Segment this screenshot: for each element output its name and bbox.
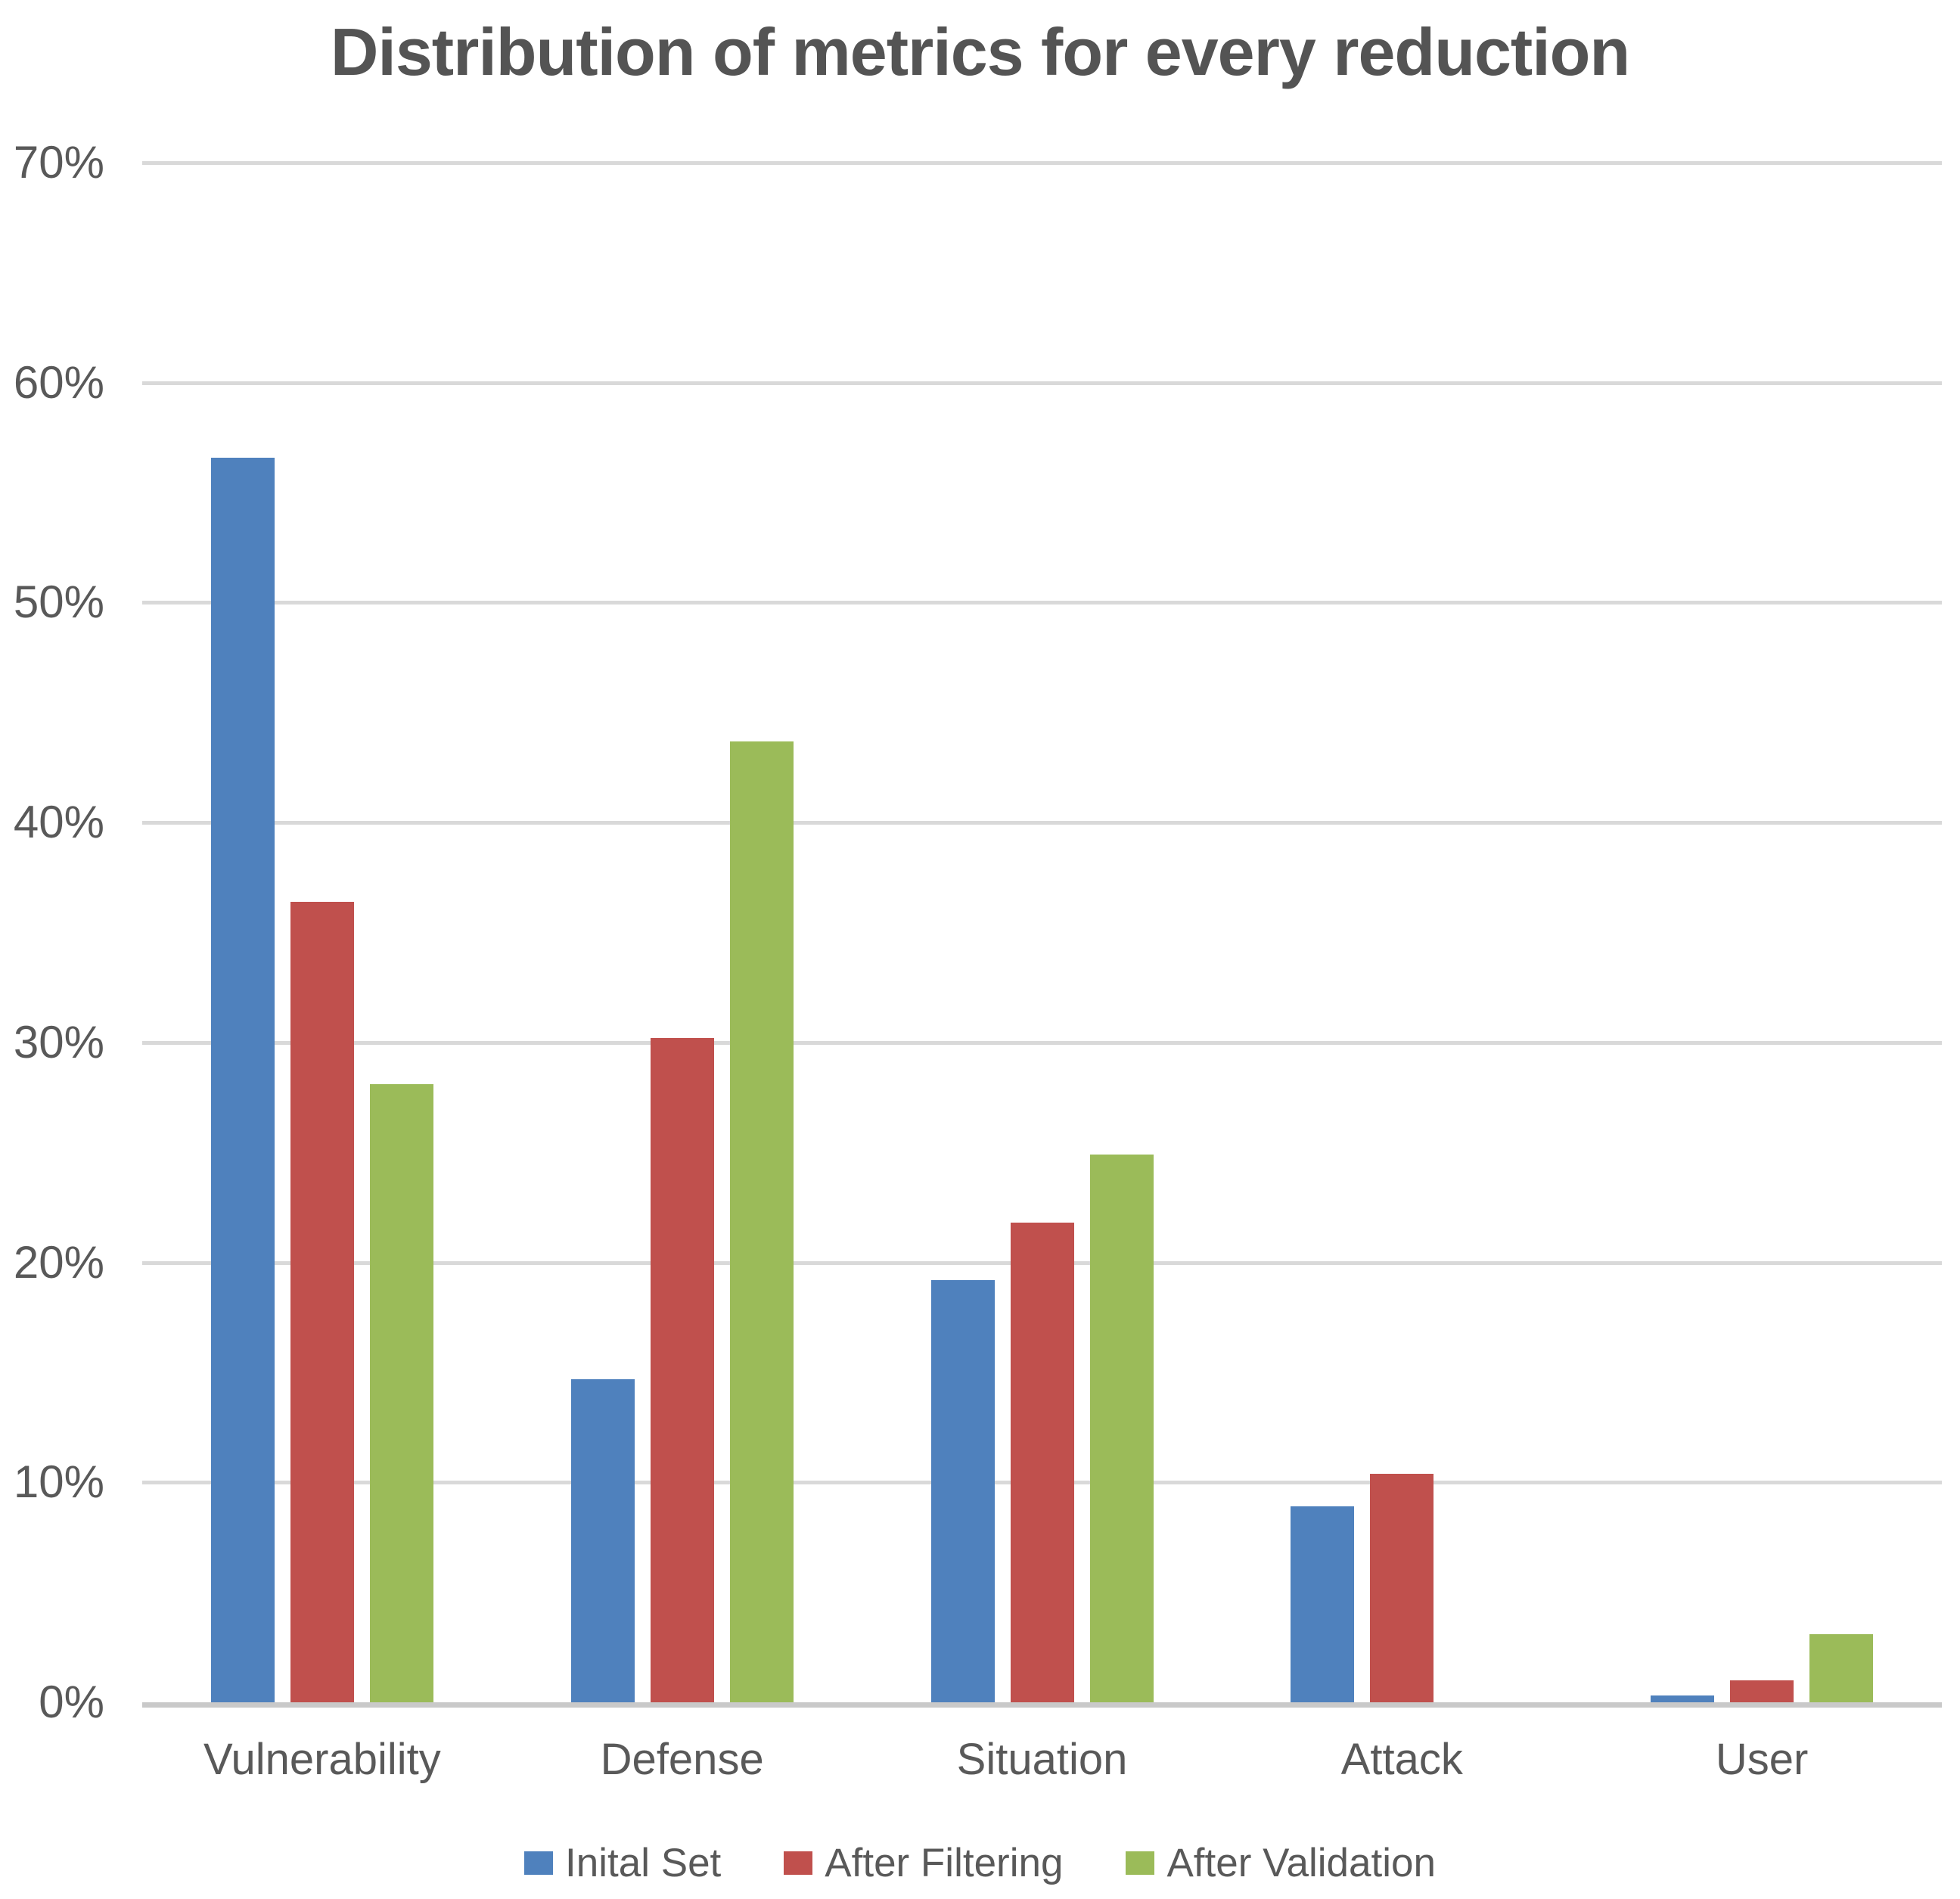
x-axis-line [142,1702,1942,1708]
legend-swatch-after-filtering [784,1851,813,1875]
legend-swatch-after-validation [1126,1851,1155,1875]
category-label-defense: Defense [600,1735,764,1784]
legend-item-inital-set: Inital Set [524,1840,721,1886]
chart-title: Distribution of metrics for every reduct… [330,14,1630,89]
y-tick-label-30pct: 30% [13,1016,104,1068]
horizontal-gridline [142,821,1942,825]
bar-inital-set-user [1651,1695,1715,1702]
bar-after-validation-situation [1089,1155,1154,1702]
y-tick-label-50pct: 50% [13,577,104,628]
category-label-situation: Situation [956,1735,1128,1784]
bar-inital-set-situation [930,1279,995,1702]
legend-item-after-filtering: After Filtering [784,1840,1063,1886]
legend-swatch-inital-set [524,1851,554,1875]
bar-inital-set-attack [1291,1506,1355,1702]
bar-after-filtering-attack [1370,1473,1434,1702]
bar-after-filtering-situation [1010,1223,1074,1702]
bar-after-validation-user [1809,1633,1874,1702]
bar-inital-set-vulnerability [210,457,275,1702]
plot-area [142,161,1942,1708]
bar-after-validation-vulnerability [369,1084,433,1702]
y-tick-label-60pct: 60% [13,356,104,408]
y-tick-label-40pct: 40% [13,797,104,848]
legend: Inital Set After Filtering After Validatio… [0,1840,1960,1886]
horizontal-gridline [142,161,1942,165]
legend-label-after-validation: After Validation [1166,1841,1436,1885]
horizontal-gridline [142,601,1942,605]
bar-after-filtering-vulnerability [290,901,354,1702]
legend-item-after-validation: After Validation [1126,1840,1436,1886]
category-label-user: User [1715,1735,1809,1784]
y-tick-label-10pct: 10% [13,1456,104,1508]
category-label-attack: Attack [1340,1735,1463,1784]
bar-after-filtering-defense [650,1038,714,1702]
bar-inital-set-defense [570,1378,635,1702]
bar-after-filtering-user [1730,1680,1794,1702]
y-tick-label-70pct: 70% [13,137,104,188]
y-tick-label-0pct: 0% [39,1677,104,1727]
horizontal-gridline [142,1040,1942,1045]
bar-after-validation-defense [729,741,794,1702]
y-tick-label-20pct: 20% [13,1236,104,1288]
legend-label-inital-set: Inital Set [565,1841,722,1885]
legend-label-after-filtering: After Filtering [825,1841,1064,1885]
category-label-vulnerability: Vulnerability [203,1735,441,1784]
horizontal-gridline [142,381,1942,385]
